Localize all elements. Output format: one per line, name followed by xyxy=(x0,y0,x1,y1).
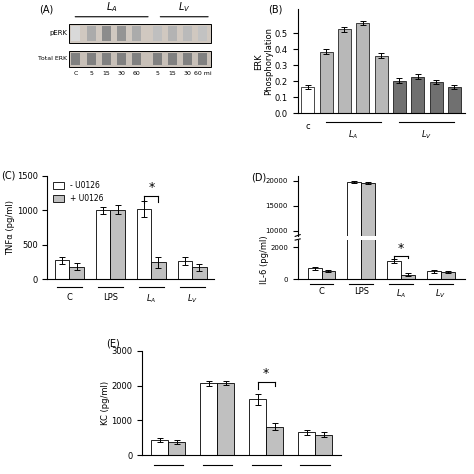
Bar xyxy=(117,53,126,65)
Text: $L_A$: $L_A$ xyxy=(396,287,406,300)
Bar xyxy=(151,440,168,455)
Bar xyxy=(178,261,192,280)
Bar xyxy=(110,210,125,280)
Bar xyxy=(427,278,441,281)
Y-axis label: IL-6 (pg/ml): IL-6 (pg/ml) xyxy=(260,235,269,284)
Text: $L_A$: $L_A$ xyxy=(348,129,359,141)
Bar xyxy=(266,427,283,455)
Text: 30: 30 xyxy=(183,71,191,76)
Bar xyxy=(356,23,369,113)
Text: Total ERK: Total ERK xyxy=(38,56,67,61)
Text: 5: 5 xyxy=(155,71,159,76)
Bar xyxy=(87,26,96,41)
Bar xyxy=(183,26,192,41)
Bar xyxy=(137,209,151,280)
Bar xyxy=(249,400,266,455)
Text: 5: 5 xyxy=(90,71,93,76)
Text: (C): (C) xyxy=(0,171,15,181)
Text: C: C xyxy=(319,287,324,296)
Bar xyxy=(69,267,84,280)
Bar xyxy=(338,29,351,113)
Text: $L_A$: $L_A$ xyxy=(106,0,118,14)
Bar xyxy=(132,26,141,41)
Text: *: * xyxy=(263,367,269,380)
Bar xyxy=(69,51,211,66)
Text: C: C xyxy=(73,71,78,76)
Text: (A): (A) xyxy=(39,4,53,14)
Text: C: C xyxy=(66,293,72,302)
Bar xyxy=(427,272,441,280)
Bar xyxy=(102,53,111,65)
Text: $L_V$: $L_V$ xyxy=(178,0,191,14)
Bar xyxy=(374,56,388,113)
Bar xyxy=(347,182,361,281)
Bar xyxy=(315,435,332,455)
Bar xyxy=(153,26,162,41)
Text: $L_V$: $L_V$ xyxy=(187,293,198,305)
Bar xyxy=(361,183,375,281)
Text: (B): (B) xyxy=(268,4,282,14)
Bar xyxy=(168,53,177,65)
Bar xyxy=(102,26,111,41)
Bar xyxy=(387,261,401,280)
Bar xyxy=(298,432,315,455)
Text: 60 mi: 60 mi xyxy=(194,71,211,76)
Bar xyxy=(200,383,217,455)
Text: LPS: LPS xyxy=(354,287,369,296)
Bar xyxy=(441,272,455,280)
Text: 60: 60 xyxy=(133,71,140,76)
Bar xyxy=(132,53,141,65)
Text: *: * xyxy=(148,181,155,194)
Bar xyxy=(441,278,455,281)
Bar xyxy=(168,26,177,41)
Y-axis label: KC (pg/ml): KC (pg/ml) xyxy=(101,381,110,425)
Text: (D): (D) xyxy=(251,173,266,182)
Bar xyxy=(198,26,207,41)
Bar xyxy=(71,26,81,41)
Bar xyxy=(321,271,336,280)
Bar xyxy=(192,267,207,280)
Bar xyxy=(151,262,166,280)
Y-axis label: ERK
Phosphorylation: ERK Phosphorylation xyxy=(254,27,273,95)
Bar xyxy=(308,268,321,280)
Bar xyxy=(217,383,235,455)
Legend: - U0126, + U0126: - U0126, + U0126 xyxy=(51,180,105,204)
Text: *: * xyxy=(398,242,404,255)
Bar xyxy=(387,275,401,281)
Bar xyxy=(347,0,361,280)
Bar xyxy=(183,53,192,65)
Text: $L_V$: $L_V$ xyxy=(421,129,432,141)
Text: (E): (E) xyxy=(106,338,120,348)
Y-axis label: TNFα (pg/ml): TNFα (pg/ml) xyxy=(6,200,15,255)
Text: 15: 15 xyxy=(169,71,176,76)
Bar xyxy=(321,278,336,281)
Bar xyxy=(308,277,321,281)
Text: $L_A$: $L_A$ xyxy=(146,293,156,305)
Bar xyxy=(87,53,96,65)
Bar xyxy=(96,210,110,280)
Bar xyxy=(117,26,126,41)
Bar xyxy=(198,53,207,65)
Bar xyxy=(430,82,443,113)
Bar xyxy=(153,53,162,65)
Bar xyxy=(361,0,375,280)
Text: LPS: LPS xyxy=(103,293,118,302)
Bar xyxy=(168,442,185,455)
Bar xyxy=(55,260,69,280)
Bar xyxy=(401,279,415,281)
Text: $L_V$: $L_V$ xyxy=(435,287,446,300)
Text: 30: 30 xyxy=(118,71,126,76)
Bar xyxy=(411,77,424,113)
Bar xyxy=(401,274,415,280)
Text: c: c xyxy=(305,122,310,131)
Text: 15: 15 xyxy=(103,71,110,76)
Bar xyxy=(301,87,314,113)
Text: pERK: pERK xyxy=(49,30,67,36)
Bar xyxy=(393,81,406,113)
Bar xyxy=(448,87,461,113)
Bar xyxy=(71,53,81,65)
Bar xyxy=(69,24,211,43)
Bar xyxy=(319,52,332,113)
